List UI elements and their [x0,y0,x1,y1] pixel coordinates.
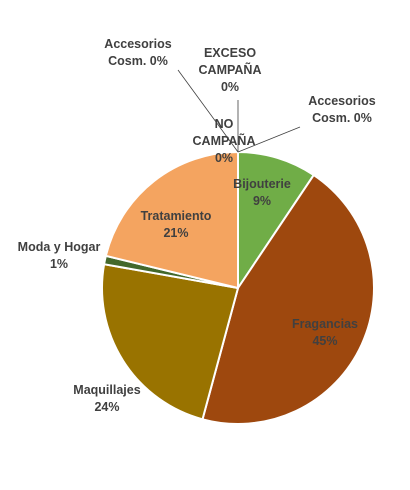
data-label-line: Bijouterie [233,177,291,191]
data-label-line: 21% [163,226,188,240]
data-label-line: CAMPAÑA [199,62,262,77]
data-label-maquillajes: Maquillajes 24% [73,383,140,414]
pie-slices [101,150,375,425]
data-label-line: 1% [50,257,68,271]
data-label-line: 24% [94,400,119,414]
data-label-line: NO [215,117,234,131]
slice-fragancias [201,173,375,425]
data-label-line: Tratamiento [141,209,212,223]
data-labels: Bijouterie 9%Fragancias 45%Maquillajes 24%M… [18,37,376,414]
data-label-no-campana: NO CAMPAÑA 0% [193,117,256,165]
data-label-line: Fragancias [292,317,358,331]
data-label-line: 0% [215,151,233,165]
leader-line [237,126,301,153]
data-label-line: Cosm. 0% [312,111,372,125]
data-label-line: EXCESO [204,46,256,60]
data-label-line: Cosm. 0% [108,54,168,68]
leader-line [177,69,239,153]
slice-bijouterie [237,150,316,292]
data-label-accesorios-cosm: Accesorios Cosm. 0% [308,94,375,125]
data-label-line: Accesorios [104,37,171,51]
data-label-line: Moda y Hogar [18,240,101,254]
data-label-accesorios-cosm: Accesorios Cosm. 0% [104,37,171,68]
slice-maquillajes [101,263,240,421]
data-label-line: CAMPAÑA [193,133,256,148]
data-label-fragancias: Fragancias 45% [292,317,358,348]
leader-lines [177,69,301,153]
data-label-line: 45% [312,334,337,348]
data-label-line: 0% [221,80,239,94]
data-label-moda-y-hogar: Moda y Hogar 1% [18,240,101,271]
slice-tratamiento [104,150,239,290]
data-label-tratamiento: Tratamiento 21% [141,209,212,240]
data-label-exceso-campana: EXCESO CAMPAÑA 0% [199,46,262,94]
data-label-line: Accesorios [308,94,375,108]
data-label-bijouterie: Bijouterie 9% [233,177,291,208]
data-label-line: Maquillajes [73,383,140,397]
data-label-line: 9% [253,194,271,208]
